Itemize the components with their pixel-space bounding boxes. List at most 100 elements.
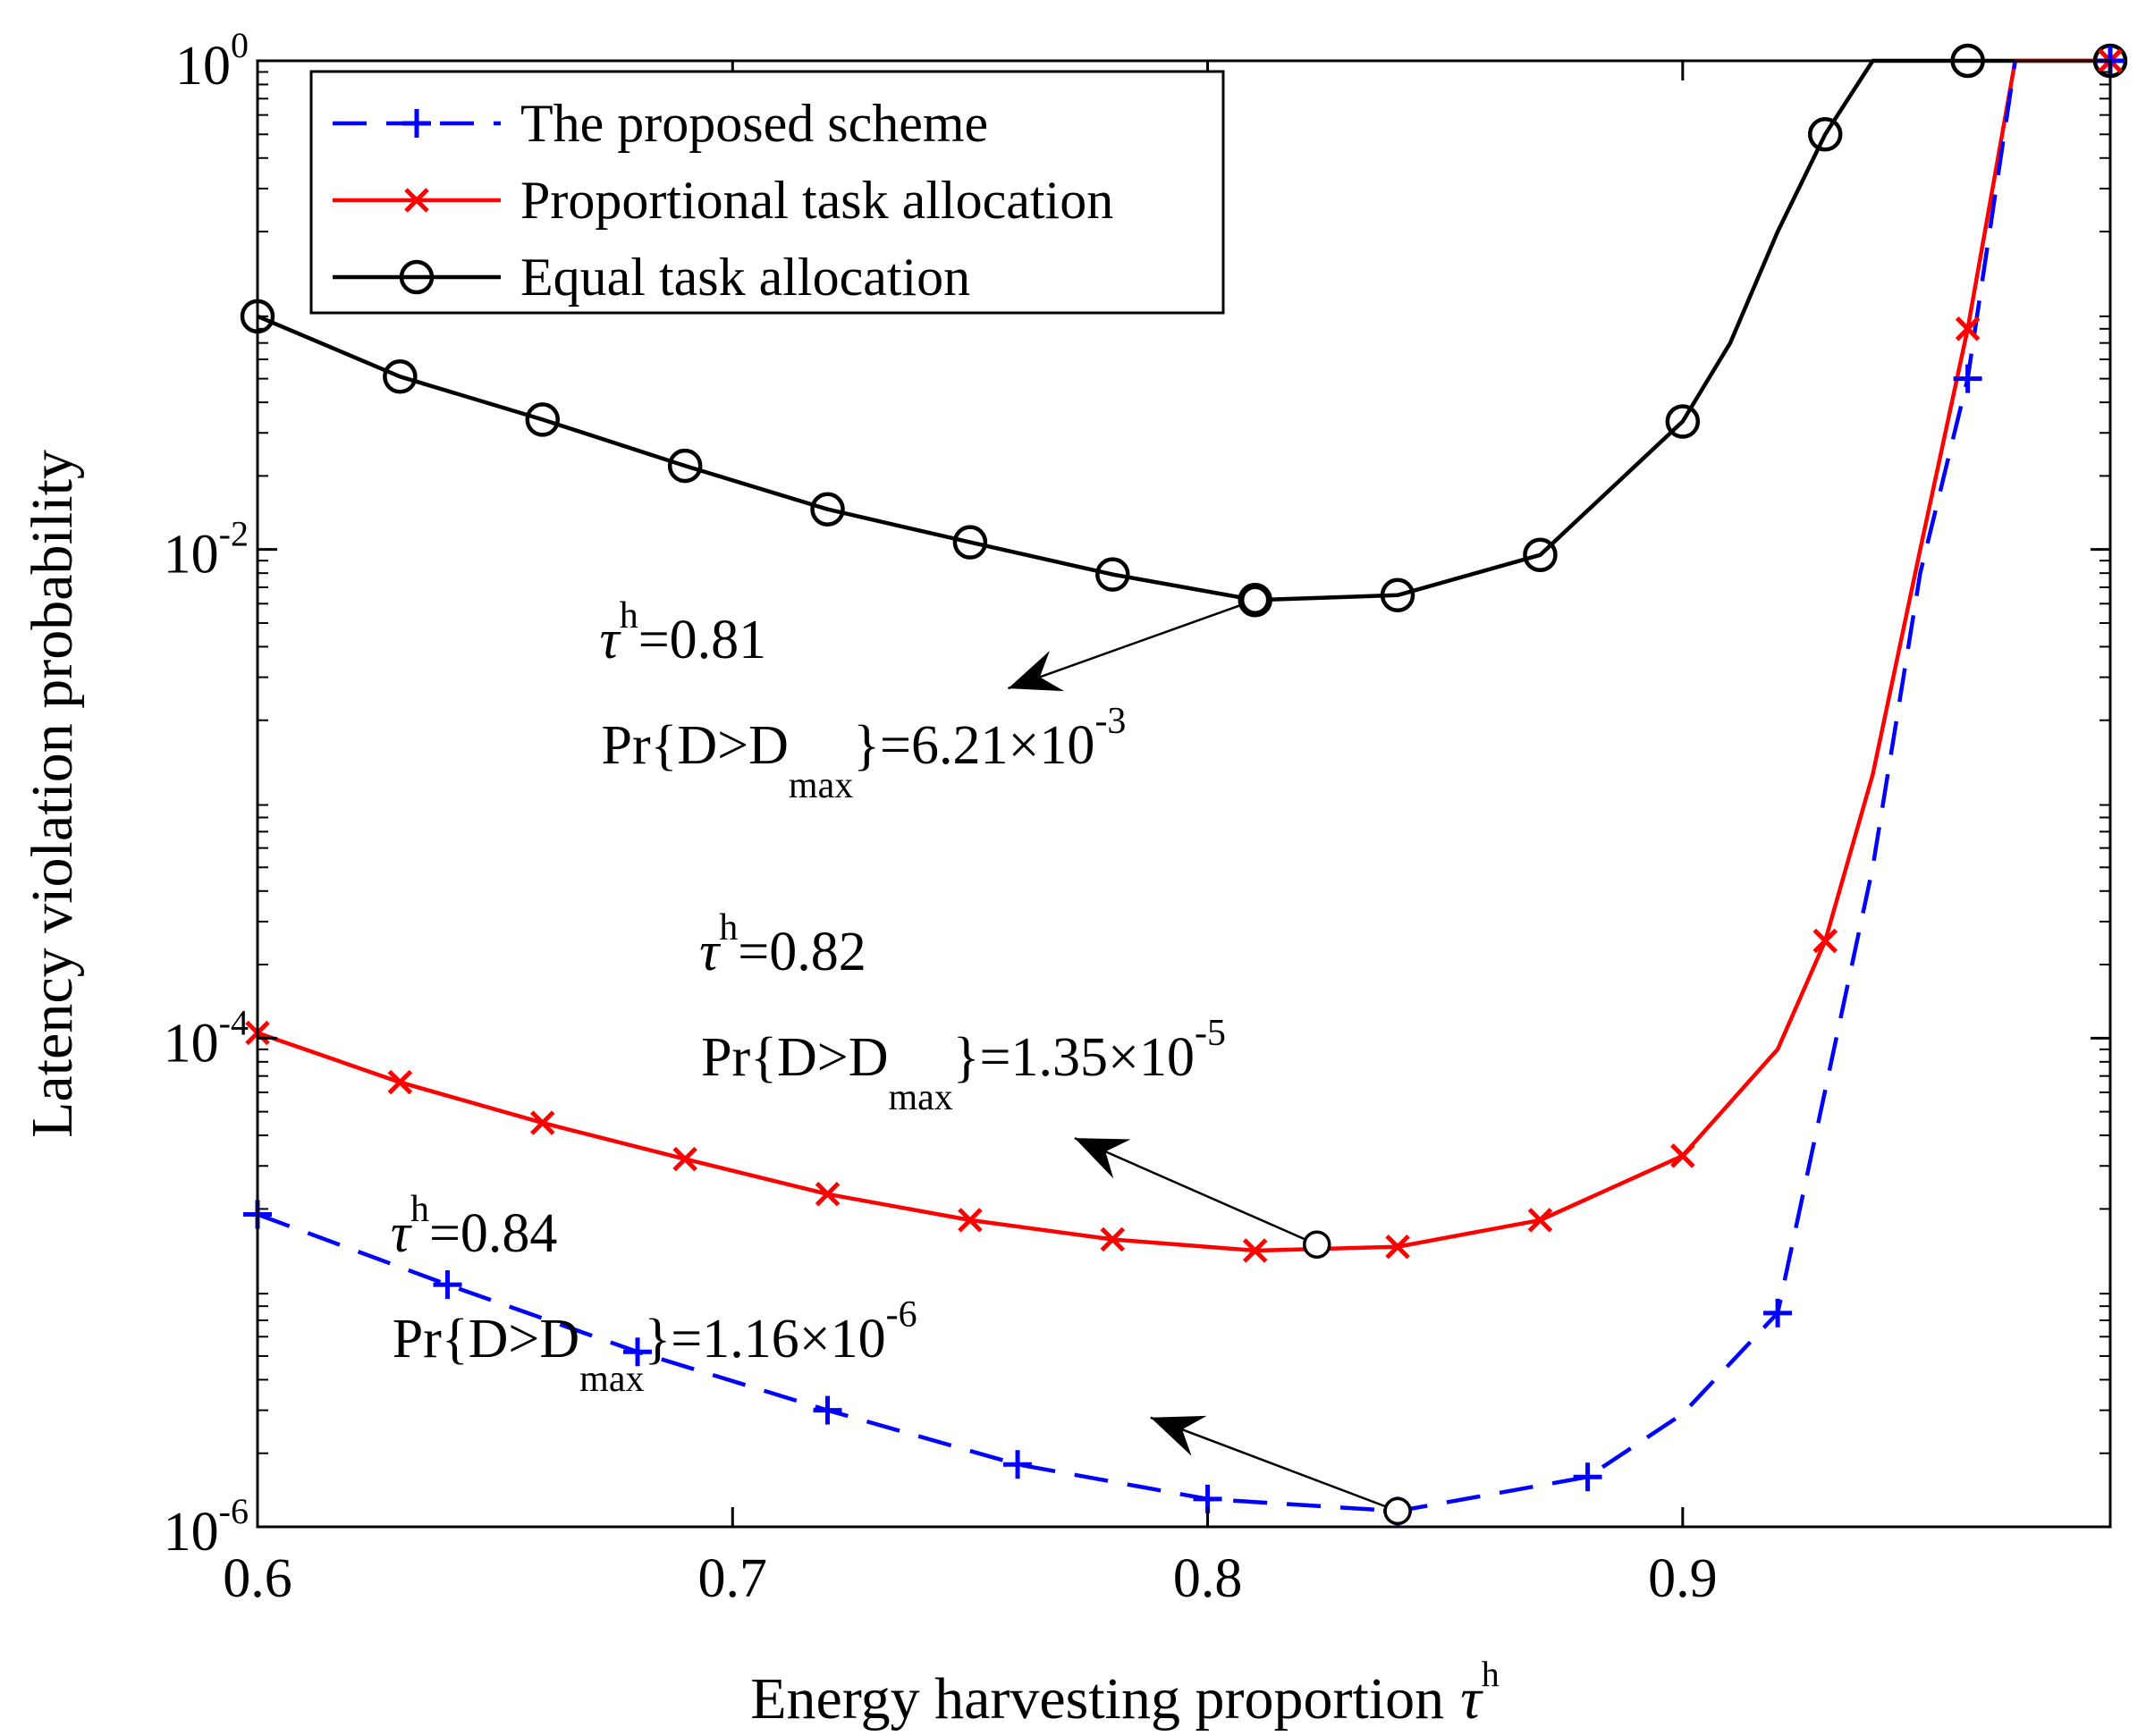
- data-point-2: [1380, 577, 1415, 613]
- annotation-tau-value: =0.81: [638, 610, 766, 670]
- y-tick-base: 10: [175, 36, 231, 97]
- y-axis-label: Latency violation probability: [20, 450, 85, 1138]
- x-tick-label: 0.6: [223, 1548, 292, 1609]
- x-tick-label: 0.9: [1648, 1548, 1718, 1609]
- data-point-1: [672, 1146, 697, 1172]
- series-line-2: [257, 58, 2110, 603]
- data-point-2: [810, 492, 845, 527]
- y-tick-label: 10-2: [164, 514, 249, 586]
- annotation: τh=0.82 Pr{D>Dmax}=1.35×10-5: [699, 907, 1331, 1259]
- annotation-prob-exp: -3: [1094, 701, 1126, 742]
- legend-label: The proposed scheme: [520, 94, 988, 153]
- annotation-tau: τh=0.84: [391, 1189, 558, 1264]
- annotation-prob: Pr{D>Dmax}=6.21×10-3: [602, 701, 1127, 806]
- x-axis-label: Energy harvesting proportion τh: [750, 1654, 1500, 1732]
- x-axis-label-symbol: τ: [1460, 1666, 1483, 1732]
- annotation-prob-sub: max: [888, 1077, 952, 1118]
- data-point-1: [530, 1110, 555, 1135]
- annotation-prob-prefix: Pr{D>D: [701, 1027, 888, 1088]
- annotation-prob-exp: -5: [1195, 1013, 1226, 1054]
- data-point-1: [1955, 316, 1981, 341]
- annotation-tau-sup: h: [620, 595, 638, 636]
- annotation-prob-prefix: Pr{D>D: [393, 1309, 579, 1369]
- annotation-arrow: [1150, 1416, 1398, 1513]
- x-tick-label: 0.7: [698, 1548, 768, 1609]
- legend: The proposed scheme Proportional task all…: [309, 70, 1225, 315]
- annotation-prob-sub: max: [579, 1359, 644, 1400]
- data-point-2: [952, 525, 988, 560]
- data-point-1: [1385, 1234, 1410, 1260]
- y-tick-exp: 0: [231, 25, 249, 65]
- annotation-tau-symbol: τ: [391, 1203, 413, 1264]
- annotation-point: [1240, 586, 1270, 614]
- legend-item: Proportional task allocation: [333, 171, 1113, 230]
- annotation-tau-value: =0.84: [429, 1203, 557, 1264]
- y-tick-exp: -2: [219, 514, 249, 554]
- y-tick-label: 100: [175, 25, 249, 97]
- annotation-layer: τh=0.81Pr{D>Dmax}=6.21×10-3τh=0.82Pr{D>D…: [391, 586, 1412, 1526]
- x-axis-label-text: Energy harvesting proportion: [750, 1666, 1444, 1732]
- legend-marker: [404, 188, 429, 213]
- data-point-0: [433, 1270, 462, 1300]
- annotation-prob: Pr{D>Dmax}=1.35×10-5: [701, 1013, 1226, 1118]
- annotation-arrowhead: [1150, 1415, 1207, 1456]
- y-tick-exp: -6: [219, 1491, 249, 1531]
- legend-item: The proposed scheme: [333, 94, 988, 153]
- data-point-2: [1095, 557, 1130, 592]
- data-point-1: [1527, 1208, 1553, 1233]
- data-point-1: [387, 1069, 413, 1095]
- x-axis-label-symbol-sup: h: [1482, 1654, 1500, 1694]
- annotation-arrowhead: [1008, 650, 1065, 692]
- data-point-1: [1100, 1226, 1126, 1252]
- y-tick-base: 10: [164, 525, 219, 586]
- series-line-0: [257, 60, 2017, 1513]
- data-point-2: [525, 402, 561, 437]
- data-point-2: [667, 448, 703, 484]
- series-line-1: [257, 58, 2110, 1253]
- data-point-0: [1953, 364, 1982, 393]
- annotation-arrow: [1008, 599, 1256, 690]
- series-layer: [257, 58, 2110, 1513]
- data-point-0: [813, 1395, 842, 1425]
- annotation-prob-sub: max: [789, 765, 853, 806]
- annotation-tau: τh=0.81: [600, 595, 767, 670]
- legend-item: Equal task allocation: [333, 248, 970, 307]
- data-point-1: [1670, 1143, 1695, 1168]
- data-point-1: [1812, 928, 1838, 954]
- data-point-1: [815, 1182, 841, 1207]
- annotation-arrow: [1074, 1136, 1318, 1246]
- annotation-prob-value: }=6.21×10: [853, 715, 1094, 776]
- annotation-point: [1303, 1230, 1331, 1259]
- legend-items: The proposed scheme Proportional task all…: [333, 94, 1113, 307]
- annotation-prob-value: }=1.16×10: [644, 1309, 885, 1369]
- annotation-prob-exp: -6: [886, 1294, 917, 1336]
- legend-marker: [402, 109, 431, 138]
- y-tick-exp: -4: [219, 1002, 249, 1042]
- annotation-tau-sup: h: [410, 1189, 429, 1230]
- y-tick-base: 10: [164, 1502, 219, 1563]
- data-point-2: [383, 359, 418, 394]
- annotation: τh=0.84 Pr{D>Dmax}=1.16×10-6: [391, 1189, 1412, 1526]
- y-tick-label: 10-4: [164, 1002, 249, 1074]
- x-tick-label: 0.8: [1173, 1548, 1243, 1609]
- legend-marker: [399, 259, 435, 295]
- data-point-0: [623, 1337, 653, 1367]
- annotation-prob-value: }=1.35×10: [953, 1027, 1195, 1088]
- data-point-2: [1523, 537, 1558, 573]
- annotation-point: [1383, 1496, 1412, 1526]
- marker-layer: [240, 43, 2128, 1526]
- data-point-0: [1573, 1462, 1602, 1492]
- annotation-tau-sup: h: [719, 907, 738, 948]
- data-point-2: [1665, 404, 1701, 439]
- annotation-tau-value: =0.82: [738, 922, 866, 982]
- annotation-tau-symbol: τ: [600, 610, 622, 670]
- annotation-tau-symbol: τ: [699, 922, 722, 982]
- legend-box: [309, 70, 1225, 315]
- legend-label: Equal task allocation: [520, 248, 970, 307]
- data-point-1: [1242, 1238, 1268, 1263]
- data-point-2: [1807, 117, 1843, 152]
- annotation: τh=0.81 Pr{D>Dmax}=6.21×10-3: [600, 586, 1270, 806]
- annotation-prob: Pr{D>Dmax}=1.16×10-6: [393, 1294, 917, 1400]
